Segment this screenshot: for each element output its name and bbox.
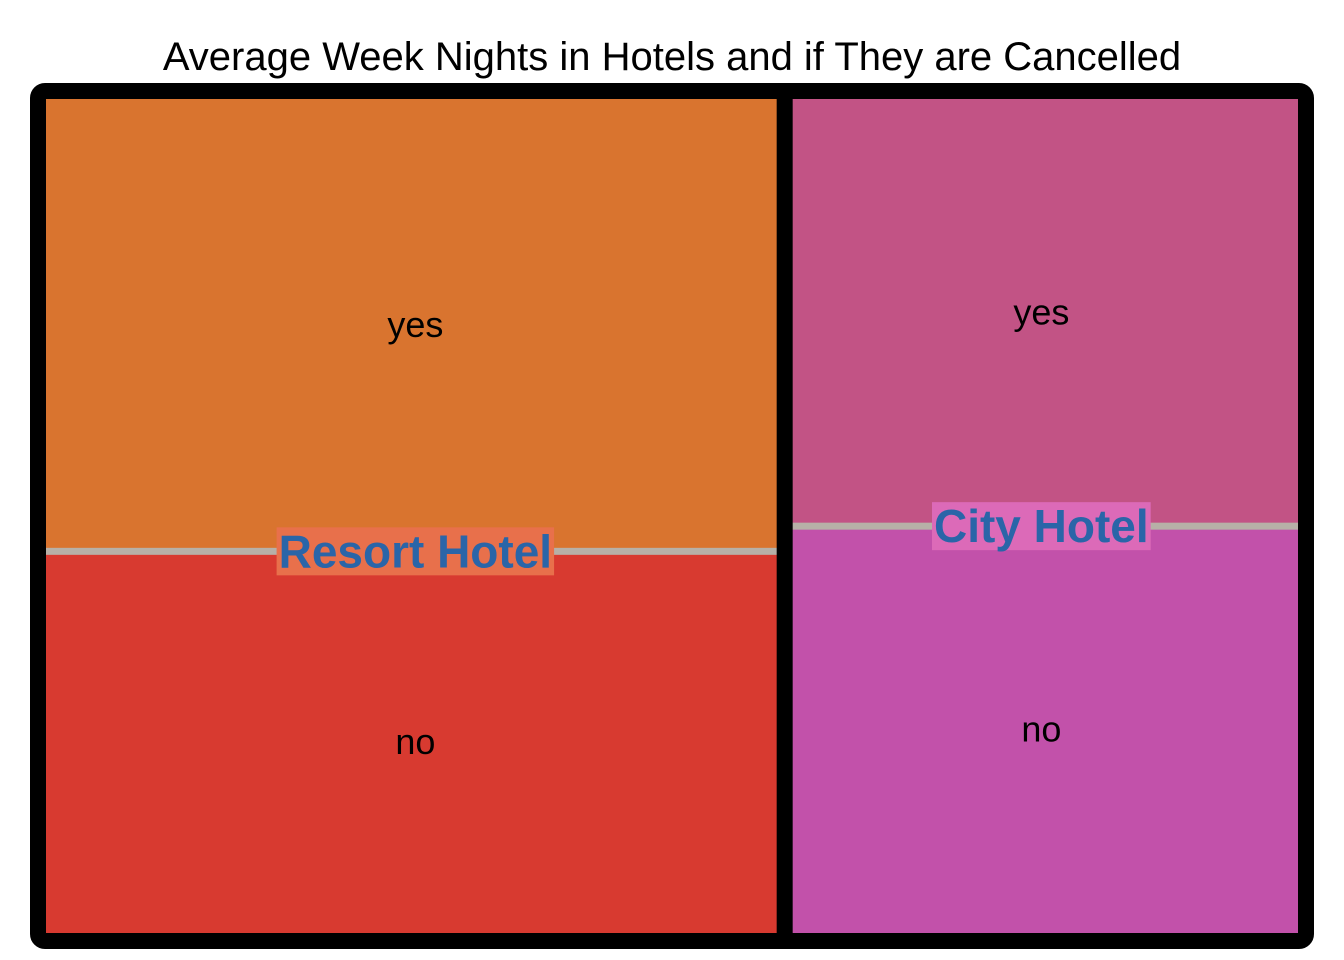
cell-city-hotel-no xyxy=(784,526,1298,933)
cell-label-city-hotel-yes: yes xyxy=(1013,292,1069,333)
chart-title: Average Week Nights in Hotels and if The… xyxy=(163,35,1181,79)
treemap-frame xyxy=(30,83,1314,949)
cell-resort-hotel-yes xyxy=(46,99,785,552)
cell-city-hotel-yes xyxy=(784,99,1298,527)
group-label-bg-city-hotel xyxy=(931,502,1151,551)
group-label-resort-hotel: Resort Hotel xyxy=(279,525,552,577)
treemap-cells xyxy=(46,99,1298,933)
group-separator xyxy=(776,99,793,933)
treemap-cell-labels: yes no yes no xyxy=(387,292,1069,763)
cell-label-resort-hotel-yes: yes xyxy=(387,304,443,345)
cell-label-city-hotel-no: no xyxy=(1021,709,1061,750)
cell-resort-hotel-no xyxy=(46,551,785,933)
group-label-city-hotel: City Hotel xyxy=(934,500,1149,552)
cell-label-resort-hotel-no: no xyxy=(395,721,435,762)
group-label-bg-resort-hotel xyxy=(276,527,555,576)
outer-frame xyxy=(30,83,1314,949)
treemap-group-labels: Resort Hotel City Hotel xyxy=(276,500,1151,577)
